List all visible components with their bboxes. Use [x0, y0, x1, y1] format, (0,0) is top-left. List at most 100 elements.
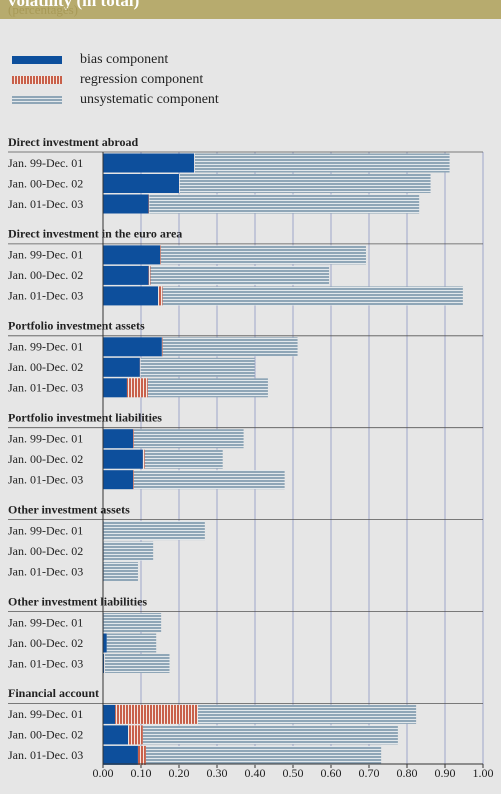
y-tick-label: Jan. 99-Dec. 01: [8, 707, 83, 721]
x-tick-label: 0.40: [245, 766, 266, 780]
chart-title: volatility (in total): [8, 0, 139, 10]
bar-segment: [160, 245, 366, 265]
title-band: [0, 0, 501, 19]
x-tick-label: 0.70: [359, 766, 380, 780]
bar-segment: [194, 153, 195, 173]
y-tick-label: Jan. 00-Dec. 02: [8, 544, 83, 558]
x-tick-label: 0.10: [131, 766, 152, 780]
bar-segment: [103, 562, 138, 582]
y-tick-label: Jan. 00-Dec. 02: [8, 636, 83, 650]
group-label: Portfolio investment assets: [8, 319, 145, 333]
bar-segment: [147, 378, 268, 398]
bar-segment: [103, 265, 149, 285]
y-tick-label: Jan. 99-Dec. 01: [8, 615, 83, 629]
y-tick-label: Jan. 99-Dec. 01: [8, 340, 83, 354]
y-tick-label: Jan. 99-Dec. 01: [8, 431, 83, 445]
bar-segment: [139, 357, 141, 377]
bar-segment: [133, 470, 285, 490]
bar-segment: [103, 633, 107, 653]
bar-segment: [162, 286, 463, 306]
bar-segment: [133, 429, 134, 449]
group-label: Financial account: [8, 686, 99, 700]
chart-subtitle: (percentages): [8, 2, 78, 17]
bar-segment: [145, 745, 382, 765]
x-tick-label: 0.20: [169, 766, 190, 780]
y-tick-label: Jan. 00-Dec. 02: [8, 360, 83, 374]
bar-segment: [140, 357, 255, 377]
bar-segment: [103, 194, 149, 214]
bar-segment: [133, 429, 244, 449]
bar-segment: [126, 378, 148, 398]
bar-segment: [103, 725, 129, 745]
bar-segment: [194, 153, 450, 173]
y-tick-label: Jan. 00-Dec. 02: [8, 728, 83, 742]
bar-segment: [162, 337, 298, 357]
bar-segment: [198, 704, 417, 724]
bar-segment: [103, 429, 134, 449]
y-tick-label: Jan. 01-Dec. 03: [8, 381, 83, 395]
bar-segment: [137, 745, 146, 765]
bar-segment: [104, 654, 105, 673]
y-tick-label: Jan. 00-Dec. 02: [8, 268, 83, 282]
y-tick-label: Jan. 00-Dec. 02: [8, 176, 83, 190]
legend-label: unsystematic component: [80, 92, 219, 107]
bar-segment: [103, 378, 127, 398]
bar-segment: [150, 265, 330, 285]
bar-segment: [142, 725, 398, 745]
y-tick-label: Jan. 99-Dec. 01: [8, 523, 83, 537]
bar-segment: [103, 286, 159, 306]
y-tick-label: Jan. 01-Dec. 03: [8, 564, 83, 578]
x-tick-label: 0.30: [207, 766, 228, 780]
bar-segment: [148, 194, 150, 214]
group-label: Other investment assets: [8, 502, 130, 516]
bar-segment: [103, 654, 105, 673]
legend-swatch: [12, 56, 62, 64]
x-tick-label: 1.00: [473, 766, 494, 780]
bar-segment: [148, 265, 151, 285]
group-label: Other investment liabilities: [8, 594, 147, 608]
bar-segment: [103, 174, 179, 193]
bar-segment: [103, 470, 134, 490]
bar-segment: [103, 704, 116, 724]
bar-segment: [106, 633, 157, 653]
bar-segment: [103, 745, 138, 765]
bar-segment: [144, 449, 223, 469]
bar-segment: [103, 449, 143, 469]
bar-segment: [160, 245, 161, 265]
y-tick-label: Jan. 01-Dec. 03: [8, 197, 83, 211]
x-tick-label: 0.00: [93, 766, 114, 780]
legend-swatch: [12, 96, 62, 104]
bar-segment: [103, 153, 195, 173]
group-label: Direct investment in the euro area: [8, 227, 182, 241]
bar-segment: [133, 470, 134, 490]
legend-label: regression component: [80, 72, 203, 87]
x-tick-label: 0.60: [321, 766, 342, 780]
bar-segment: [158, 286, 163, 306]
bar-segment: [103, 613, 162, 632]
bar-segment: [115, 704, 198, 724]
x-tick-label: 0.90: [435, 766, 456, 780]
bar-segment: [103, 337, 162, 357]
bar-segment: [179, 174, 431, 193]
bar-segment: [104, 654, 170, 673]
y-tick-label: Jan. 01-Dec. 03: [8, 656, 83, 670]
x-tick-label: 0.50: [283, 766, 304, 780]
bar-segment: [161, 337, 163, 357]
y-tick-label: Jan. 99-Dec. 01: [8, 248, 83, 262]
bar-segment: [103, 521, 205, 541]
bar-segment: [128, 725, 143, 745]
bar-segment: [103, 541, 154, 561]
bar-segment: [179, 174, 180, 193]
y-tick-label: Jan. 01-Dec. 03: [8, 748, 83, 762]
bar-segment: [142, 449, 145, 469]
x-tick-label: 0.80: [397, 766, 418, 780]
y-tick-label: Jan. 01-Dec. 03: [8, 289, 83, 303]
bar-segment: [149, 194, 420, 214]
y-tick-label: Jan. 99-Dec. 01: [8, 156, 83, 170]
bar-segment: [103, 357, 140, 377]
bar-segment: [103, 245, 160, 265]
y-tick-label: Jan. 01-Dec. 03: [8, 472, 83, 486]
y-tick-label: Jan. 00-Dec. 02: [8, 452, 83, 466]
